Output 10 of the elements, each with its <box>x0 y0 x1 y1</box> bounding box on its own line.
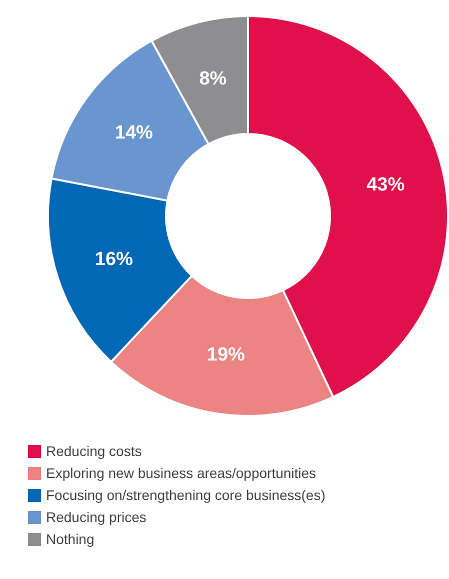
data-label: 43% <box>366 174 405 196</box>
legend-label: Exploring new business areas/opportunities <box>46 465 316 481</box>
legend-label: Nothing <box>46 531 94 547</box>
data-label: 19% <box>206 344 246 366</box>
data-label: 16% <box>94 248 134 270</box>
data-label: 8% <box>199 68 227 90</box>
legend-label: Reducing costs <box>46 443 142 459</box>
legend-label: Reducing prices <box>46 509 146 525</box>
legend-label: Focusing on/strengthening core business(es) <box>46 487 326 503</box>
data-label: 14% <box>114 122 154 144</box>
